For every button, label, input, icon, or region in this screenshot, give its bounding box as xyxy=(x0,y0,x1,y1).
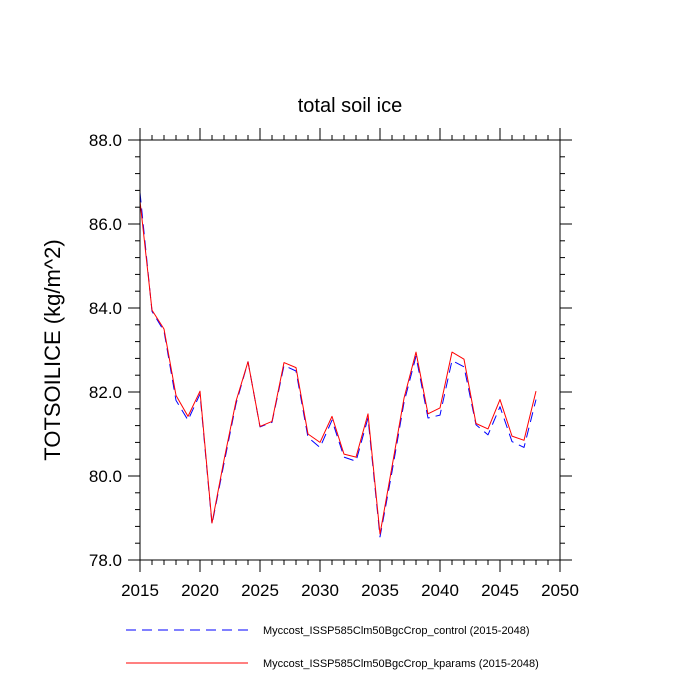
chart-title: total soil ice xyxy=(298,95,403,117)
y-tick-label: 82.0 xyxy=(89,383,122,402)
tick-labels: 2015 2020 2025 2030 2035 2040 2045 2050 78.0 80.0… xyxy=(89,131,579,600)
y-tick-label: 88.0 xyxy=(89,131,122,150)
y-tick-label: 80.0 xyxy=(89,467,122,486)
y-tick-label: 86.0 xyxy=(89,215,122,234)
x-tick-label: 2030 xyxy=(301,581,339,600)
x-tick-label: 2045 xyxy=(481,581,519,600)
legend-label-1: Myccost_ISSP585Clm50BgcCrop_control (201… xyxy=(263,625,530,637)
series-line-1 xyxy=(139,192,537,538)
x-tick-label: 2035 xyxy=(361,581,399,600)
minor-ticks xyxy=(135,135,565,565)
x-tick-label: 2050 xyxy=(541,581,579,600)
x-tick-label: 2015 xyxy=(121,581,159,600)
y-tick-label: 78.0 xyxy=(89,551,122,570)
series-line-2 xyxy=(139,200,537,535)
x-tick-label: 2025 xyxy=(241,581,279,600)
legend: Myccost_ISSP585Clm50BgcCrop_control (201… xyxy=(126,625,539,670)
y-tick-label: 84.0 xyxy=(89,299,122,318)
legend-label-2: Myccost_ISSP585Clm50BgcCrop_kparams (201… xyxy=(263,658,539,670)
series-lines xyxy=(139,192,537,538)
y-axis-label: TOTSOILICE (kg/m^2) xyxy=(40,239,65,460)
x-tick-label: 2020 xyxy=(181,581,219,600)
x-tick-label: 2040 xyxy=(421,581,459,600)
major-ticks xyxy=(128,128,572,572)
plot-frame xyxy=(139,139,561,561)
